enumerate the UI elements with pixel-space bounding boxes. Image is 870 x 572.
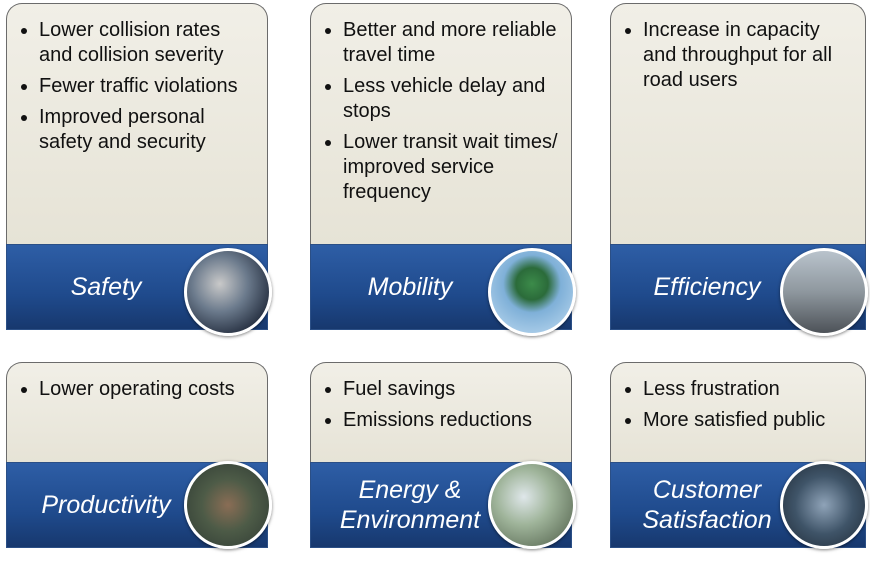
bullet-list: Lower operating costs xyxy=(17,377,259,402)
card-body: Better and more reliable travel time Less… xyxy=(310,3,572,246)
card-photo xyxy=(184,461,272,549)
bullet: Lower transit wait times/ improved servi… xyxy=(343,130,563,205)
card-photo xyxy=(780,461,868,549)
bullet: Lower operating costs xyxy=(39,377,259,402)
card-body: Lower operating costs xyxy=(6,362,268,464)
bullet: Less vehicle delay and stops xyxy=(343,74,563,124)
bullet: More satisfied public xyxy=(643,408,857,433)
bullet-list: Better and more reliable travel time Less… xyxy=(321,18,563,205)
bullet: Better and more reliable travel time xyxy=(343,18,563,68)
bullet: Fewer traffic violations xyxy=(39,74,259,99)
card-label: Energy & Environment xyxy=(319,475,501,535)
card-label: Customer Satisfaction xyxy=(619,475,795,535)
card-photo xyxy=(780,248,868,336)
card-body: Increase in capacity and throughput for … xyxy=(610,3,866,246)
card-body: Less frustration More satisfied public xyxy=(610,362,866,464)
card-label: Mobility xyxy=(319,272,501,302)
card-photo xyxy=(488,248,576,336)
card-photo xyxy=(488,461,576,549)
bullet: Fuel savings xyxy=(343,377,563,402)
bullet-list: Increase in capacity and throughput for … xyxy=(621,18,857,93)
card-label: Productivity xyxy=(15,490,197,520)
card-label: Efficiency xyxy=(619,272,795,302)
bullet: Lower collision rates and collision seve… xyxy=(39,18,259,68)
card-body: Fuel savings Emissions reductions xyxy=(310,362,572,464)
bullet: Increase in capacity and throughput for … xyxy=(643,18,857,93)
bullet: Emissions reductions xyxy=(343,408,563,433)
bullet-list: Less frustration More satisfied public xyxy=(621,377,857,433)
bullet: Improved personal safety and security xyxy=(39,105,259,155)
bullet: Less frustration xyxy=(643,377,857,402)
card-label: Safety xyxy=(15,272,197,302)
infographic: Lower collision rates and collision seve… xyxy=(0,0,870,572)
bullet-list: Fuel savings Emissions reductions xyxy=(321,377,563,433)
bullet-list: Lower collision rates and collision seve… xyxy=(17,18,259,155)
card-body: Lower collision rates and collision seve… xyxy=(6,3,268,246)
card-photo xyxy=(184,248,272,336)
